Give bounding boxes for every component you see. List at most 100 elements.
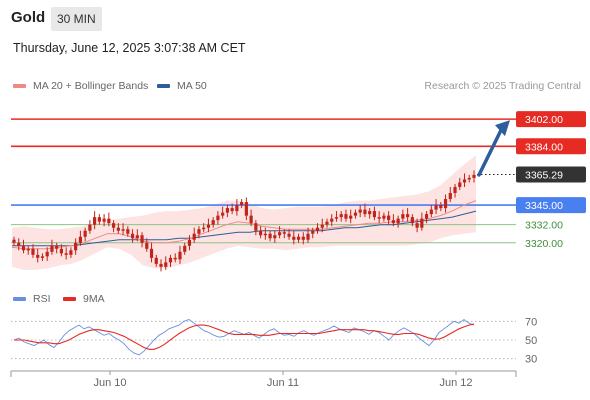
candle (130, 229, 135, 243)
bollinger-band-fill (12, 155, 476, 270)
candle-body (178, 251, 182, 260)
level-tag-3384.00 (516, 138, 586, 155)
time-tick-label: Jun 11 (267, 377, 299, 389)
candle (315, 223, 320, 234)
candle-body (458, 182, 462, 187)
candle (363, 203, 367, 218)
candle-body (387, 215, 391, 221)
current-price-tag (516, 166, 586, 183)
candle (263, 227, 267, 240)
candle (311, 227, 315, 239)
candle-body (301, 236, 305, 240)
candle-body (116, 227, 120, 231)
candle (387, 211, 391, 225)
instrument-title: Gold (11, 9, 46, 26)
candle-body (249, 215, 253, 224)
candle (439, 202, 443, 212)
candle-body (40, 256, 45, 258)
candle-body (111, 223, 116, 228)
candle-body (330, 218, 334, 222)
candle (21, 239, 26, 254)
candle (235, 199, 239, 216)
candle-body (202, 227, 206, 230)
candle-body (401, 214, 405, 219)
candle (83, 227, 87, 242)
candle (211, 217, 215, 228)
candle (325, 218, 329, 228)
legend-ma50-label: MA 50 (177, 80, 207, 92)
candle (230, 203, 234, 215)
ma50-line (12, 210, 477, 247)
candle-body (467, 177, 471, 180)
candle (382, 212, 386, 222)
report-datetime: Thursday, June 12, 2025 3:07:38 AM CET (13, 41, 246, 55)
candle (12, 236, 16, 246)
candle-body (149, 248, 154, 258)
candle (135, 229, 139, 242)
level-label-3332.00: 3332.00 (525, 220, 563, 232)
candle (401, 209, 405, 222)
candlesticks (12, 170, 476, 272)
level-tag-3345.00 (516, 197, 586, 214)
candle (420, 212, 424, 231)
rsi-level-label-30: 30 (525, 354, 537, 366)
candle-body (50, 245, 54, 252)
candle (197, 226, 201, 239)
candle-body (377, 217, 381, 219)
candle-body (287, 233, 291, 237)
candle (192, 227, 196, 243)
candle (391, 214, 395, 227)
candle-body (254, 223, 258, 231)
candle (434, 199, 438, 215)
level-label-3402.00: 3402.00 (525, 114, 563, 126)
candle-body (420, 218, 424, 228)
candle (50, 239, 54, 255)
legend-rsi-ma-label: 9MA (83, 293, 105, 305)
candle-body (296, 236, 301, 240)
candle-body (159, 263, 163, 267)
candle-body (448, 193, 452, 200)
candle (31, 244, 35, 258)
candle-body (225, 208, 230, 213)
candle (59, 244, 64, 257)
candle (410, 214, 414, 227)
candle (301, 232, 305, 245)
candle-body (78, 236, 82, 243)
candle (453, 183, 457, 198)
candle (344, 209, 348, 222)
candle-body (187, 239, 192, 246)
candle-body (320, 224, 324, 228)
credit-text: Research © 2025 Trading Central (424, 80, 581, 92)
candle-body (140, 235, 144, 243)
timeframe-badge[interactable]: 30 MIN (51, 7, 102, 31)
candle-body (292, 236, 296, 240)
candle-body (353, 212, 358, 216)
candle-body (258, 230, 263, 236)
candle (225, 205, 230, 218)
candle (64, 247, 68, 260)
candle-body (26, 248, 30, 251)
candle-body (358, 209, 362, 213)
candle-body (168, 257, 173, 263)
ma50-swatch (157, 84, 170, 88)
candle (168, 254, 173, 267)
arrow-shaft (477, 126, 504, 177)
candle (88, 220, 92, 234)
candle-body (93, 217, 97, 225)
price-tags: 3402.00 3384.00 3345.00 3332.00 3320.00 3365.… (477, 111, 586, 250)
candle-body (74, 242, 78, 251)
candle (164, 256, 168, 270)
bollinger-bands (12, 155, 476, 270)
candle (116, 223, 120, 234)
candle-body (453, 186, 457, 194)
candle-body (391, 220, 395, 224)
rsi-panel: 70 50 30 (11, 316, 537, 366)
candle-body (240, 202, 244, 206)
level-label-3320.00: 3320.00 (525, 238, 563, 250)
candle (339, 211, 343, 222)
candle-body (382, 215, 386, 219)
rsi-swatch (13, 297, 26, 301)
candle-body (102, 218, 106, 222)
candle-body (206, 224, 211, 228)
